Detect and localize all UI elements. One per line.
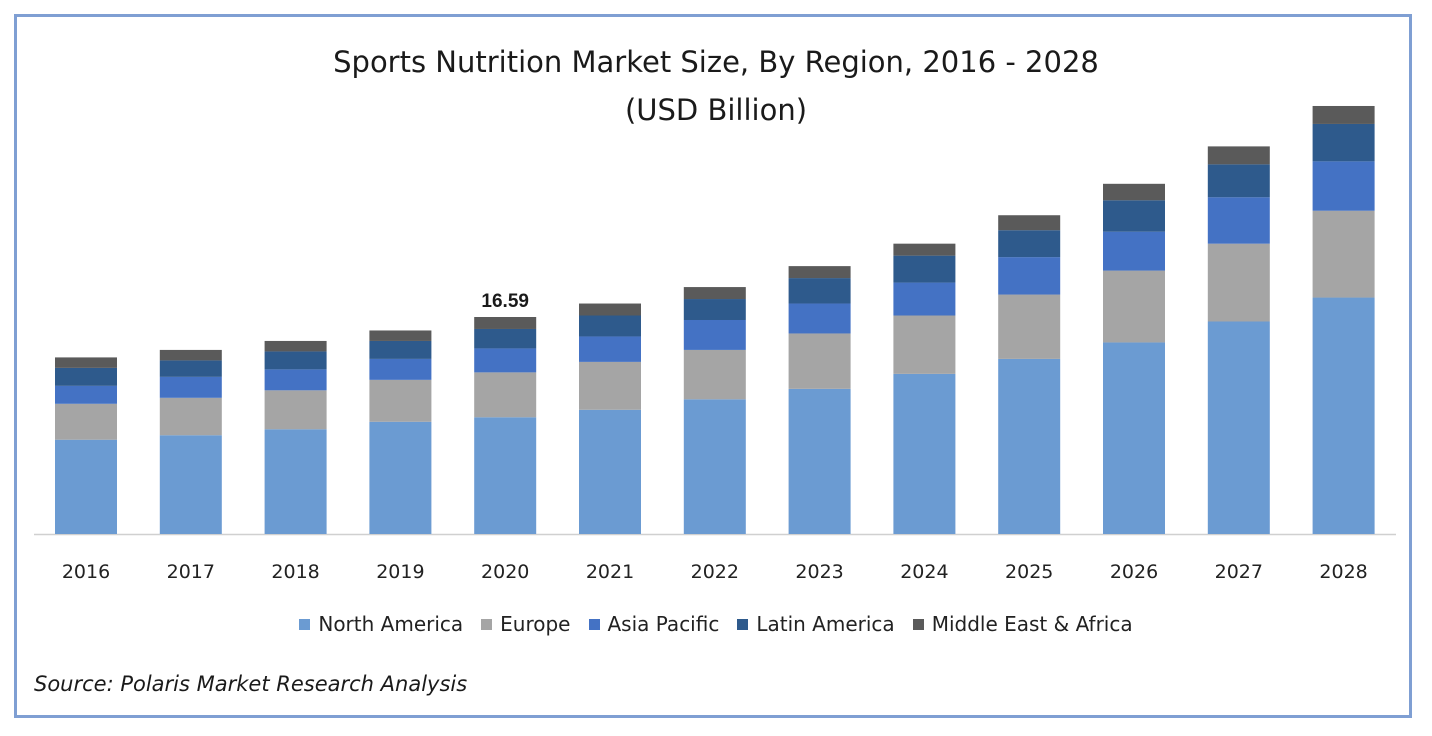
x-tick-label-2028: 2028 — [1319, 561, 1367, 583]
source-note: Source: Polaris Market Research Analysis — [34, 672, 468, 696]
legend-swatch — [588, 618, 600, 630]
bar-middle-east-africa-2017 — [159, 349, 222, 361]
bar-latin-america-2022 — [683, 299, 746, 320]
bar-north-america-2020 — [474, 417, 537, 534]
bar-middle-east-africa-2025 — [998, 215, 1061, 231]
bar-europe-2023 — [788, 333, 851, 389]
legend-item-asia-pacific: Asia Pacific — [588, 612, 720, 636]
bar-middle-east-africa-2027 — [1207, 146, 1270, 165]
legend-item-latin-america: Latin America — [737, 612, 895, 636]
x-tick-label-2019: 2019 — [376, 561, 424, 583]
x-tick-label-2026: 2026 — [1110, 561, 1158, 583]
bar-asia-pacific-2019 — [369, 358, 432, 380]
legend-swatch — [481, 618, 493, 630]
bar-latin-america-2016 — [55, 367, 117, 386]
bar-latin-america-2028 — [1312, 123, 1375, 162]
bar-europe-2021 — [579, 361, 641, 410]
bar-north-america-2019 — [369, 421, 432, 534]
bar-europe-2017 — [159, 397, 222, 436]
bar-middle-east-africa-2023 — [788, 266, 851, 279]
bar-middle-east-africa-2024 — [893, 243, 956, 256]
bar-middle-east-africa-2019 — [369, 330, 432, 341]
bar-middle-east-africa-2028 — [1312, 105, 1375, 124]
x-tick-label-2017: 2017 — [167, 561, 215, 583]
bar-middle-east-africa-2022 — [683, 287, 746, 300]
legend-label: Middle East & Africa — [931, 612, 1133, 636]
bar-asia-pacific-2028 — [1312, 161, 1375, 211]
legend-item-middle-east-africa: Middle East & Africa — [912, 612, 1133, 636]
bar-middle-east-africa-2016 — [55, 357, 117, 368]
bar-north-america-2021 — [579, 409, 641, 534]
bar-asia-pacific-2027 — [1207, 197, 1270, 244]
bar-europe-2025 — [998, 294, 1061, 359]
bar-europe-2020 — [474, 372, 537, 418]
bar-middle-east-africa-2026 — [1103, 183, 1165, 201]
bar-north-america-2023 — [788, 388, 851, 534]
x-tick-label-2020: 2020 — [481, 561, 529, 583]
bar-latin-america-2017 — [159, 360, 222, 377]
bar-latin-america-2024 — [893, 255, 956, 283]
bar-asia-pacific-2018 — [264, 369, 327, 391]
bar-europe-2022 — [683, 349, 746, 400]
bar-latin-america-2027 — [1207, 164, 1270, 198]
bar-latin-america-2021 — [579, 315, 641, 337]
legend-swatch — [299, 618, 311, 630]
legend-label: North America — [318, 612, 464, 636]
bar-asia-pacific-2024 — [893, 282, 956, 316]
x-tick-label-2018: 2018 — [271, 561, 319, 583]
bar-north-america-2027 — [1207, 321, 1270, 534]
bar-asia-pacific-2021 — [579, 336, 641, 362]
x-tick-label-2027: 2027 — [1215, 561, 1263, 583]
legend-label: Europe — [500, 612, 571, 636]
bar-north-america-2026 — [1103, 342, 1165, 534]
bar-asia-pacific-2020 — [474, 348, 537, 373]
bar-asia-pacific-2023 — [788, 303, 851, 334]
bar-europe-2018 — [264, 390, 327, 430]
bar-middle-east-africa-2020 — [474, 317, 537, 329]
legend-label: Asia Pacific — [607, 612, 720, 636]
bar-north-america-2018 — [264, 429, 327, 534]
bar-middle-east-africa-2018 — [264, 340, 327, 352]
bar-europe-2019 — [369, 379, 432, 422]
bar-asia-pacific-2016 — [55, 385, 117, 404]
bar-europe-2026 — [1103, 270, 1165, 343]
x-tick-label-2021: 2021 — [586, 561, 634, 583]
bar-north-america-2017 — [159, 435, 222, 534]
x-tick-label-2025: 2025 — [1005, 561, 1053, 583]
bar-latin-america-2026 — [1103, 200, 1165, 232]
bar-europe-2024 — [893, 315, 956, 374]
bar-latin-america-2019 — [369, 340, 432, 359]
legend-item-north-america: North America — [299, 612, 463, 636]
bar-latin-america-2018 — [264, 351, 327, 370]
bar-asia-pacific-2026 — [1103, 231, 1165, 271]
chart-legend: North America Europe Asia Pacific Latin Ame… — [0, 610, 1432, 638]
chart-title: Sports Nutrition Market Size, By Region,… — [333, 45, 1099, 79]
legend-item-europe: Europe — [481, 612, 571, 636]
legend-swatch — [912, 618, 924, 630]
bar-north-america-2024 — [893, 373, 956, 534]
bar-europe-2027 — [1207, 243, 1270, 322]
bar-north-america-2028 — [1312, 297, 1375, 534]
bar-north-america-2025 — [998, 358, 1061, 534]
bar-asia-pacific-2025 — [998, 257, 1061, 295]
legend-swatch — [737, 618, 749, 630]
bar-north-america-2022 — [683, 399, 746, 534]
x-tick-label-2023: 2023 — [795, 561, 843, 583]
bar-middle-east-africa-2021 — [579, 303, 641, 316]
bar-latin-america-2023 — [788, 278, 851, 304]
legend-label: Latin America — [756, 612, 895, 636]
bar-europe-2016 — [55, 403, 117, 440]
data-label-2020: 16.59 — [481, 291, 529, 312]
bar-latin-america-2020 — [474, 328, 537, 349]
bar-asia-pacific-2017 — [159, 376, 222, 398]
x-tick-label-2016: 2016 — [62, 561, 110, 583]
bar-europe-2028 — [1312, 210, 1375, 298]
chart-subtitle: (USD Billion) — [624, 93, 808, 127]
x-tick-label-2024: 2024 — [900, 561, 948, 583]
x-tick-label-2022: 2022 — [691, 561, 739, 583]
bar-latin-america-2025 — [998, 230, 1061, 258]
bar-asia-pacific-2022 — [683, 319, 746, 350]
bar-north-america-2016 — [55, 439, 117, 534]
